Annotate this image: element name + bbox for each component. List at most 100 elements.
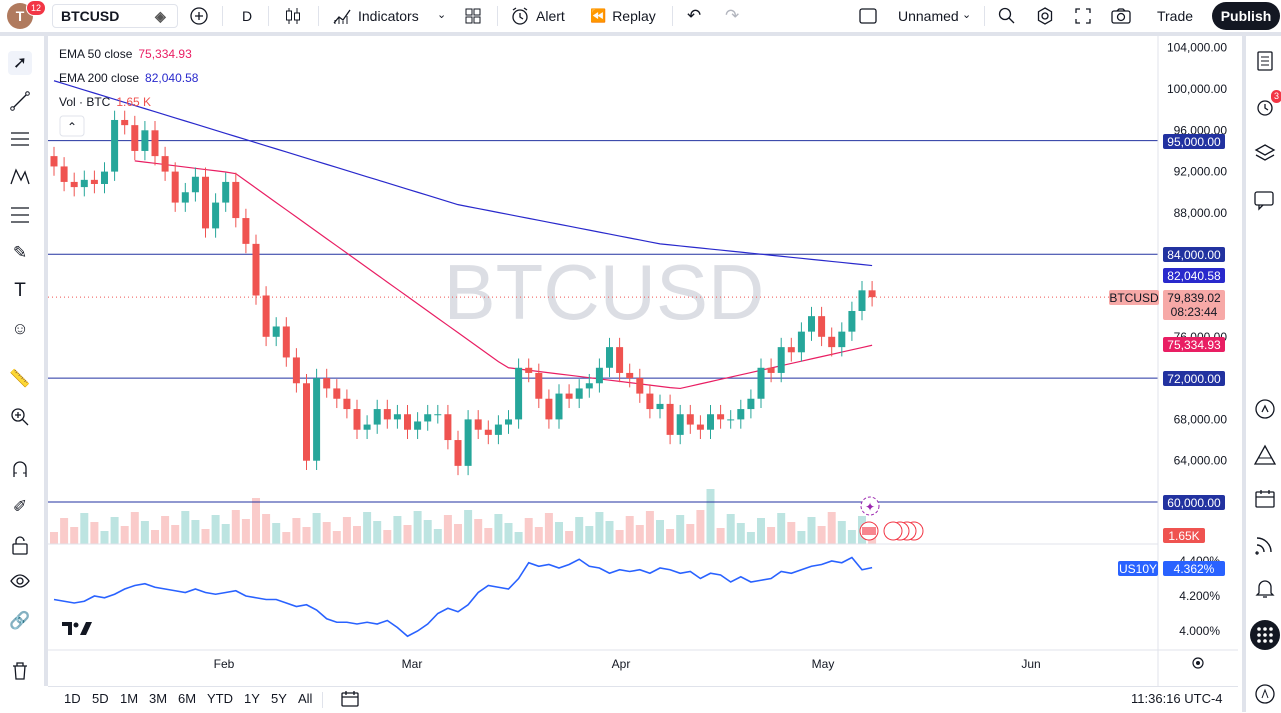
tag-text: BTCUSD — [1109, 290, 1159, 305]
streams-button[interactable] — [1252, 531, 1278, 557]
snapshot-button[interactable] — [1110, 0, 1132, 32]
help-button[interactable] — [1252, 681, 1278, 707]
square-icon — [859, 8, 877, 24]
icon-tool[interactable]: ☺ — [8, 317, 32, 341]
range-5d[interactable]: 5D — [92, 691, 109, 706]
diamond-icon[interactable]: ◈ — [155, 8, 166, 24]
brush-tool[interactable]: ✎ — [8, 241, 32, 265]
tradingview-logo[interactable] — [62, 622, 92, 635]
layouts-button[interactable] — [464, 0, 482, 32]
lock-tool[interactable] — [8, 533, 32, 557]
candle-body — [656, 403, 664, 410]
volume-bar — [272, 523, 281, 544]
sparkle-event-icon[interactable] — [860, 496, 880, 516]
ideas-stream-button[interactable] — [1252, 396, 1278, 422]
calendar-button[interactable] — [1252, 486, 1278, 512]
trend-line-tool[interactable] — [8, 89, 32, 113]
range-1m[interactable]: 1M — [120, 691, 139, 706]
redo-button[interactable]: ↷ — [725, 0, 739, 32]
top-toolbar: T 12 BTCUSD ◈ D Indicators ⌄ Alert ⏪ Rep… — [0, 0, 1281, 36]
legend-ema200[interactable]: EMA 200 close 82,040.58 — [59, 71, 198, 85]
trade-button[interactable]: Trade — [1148, 3, 1202, 29]
notifications-button[interactable] — [1252, 575, 1278, 601]
fib-tool[interactable] — [8, 203, 32, 227]
range-1y[interactable]: 1Y — [244, 691, 260, 706]
fullscreen-button[interactable] — [1073, 0, 1093, 32]
publish-button[interactable]: Publish — [1212, 2, 1280, 30]
go-to-date-button[interactable] — [340, 689, 360, 712]
interval-label: D — [242, 8, 253, 24]
chat-icon — [1254, 191, 1274, 211]
text-tool[interactable]: T — [8, 279, 32, 303]
volume-bar — [241, 519, 250, 544]
bottom-bar: 1D 5D 1M 3M 6M YTD 1Y 5Y All 11:36:16 UT… — [48, 686, 1238, 713]
volume-bars — [50, 489, 877, 544]
ema50-line — [134, 160, 873, 390]
candle-body — [161, 156, 169, 172]
remove-drawings-tool[interactable] — [8, 659, 32, 683]
zoom-tool[interactable] — [8, 405, 32, 429]
volume-bar — [827, 512, 836, 544]
candle-body — [232, 181, 240, 219]
quick-search-button[interactable] — [997, 0, 1017, 32]
price-chart[interactable]: BTCUSD 104,000.00 100,000.00 96,000.00 92,0… — [48, 36, 1238, 686]
economic-event-icon[interactable] — [883, 521, 903, 541]
volume-bar — [625, 516, 634, 544]
chats-button[interactable] — [1252, 187, 1278, 213]
horizontal-lines[interactable] — [48, 140, 1158, 503]
time-axis[interactable]: Feb Mar Apr May Jun — [214, 657, 1041, 671]
collapse-legend-button[interactable]: ⌃ — [59, 115, 85, 137]
candle-body — [373, 409, 381, 425]
candle-body — [848, 310, 856, 332]
cursor-tool[interactable]: ➚ — [8, 51, 32, 75]
link-icon: 🔗 — [9, 611, 31, 630]
symbol-search[interactable]: BTCUSD ◈ — [52, 4, 178, 28]
add-symbol-button[interactable] — [189, 0, 209, 32]
range-all[interactable]: All — [298, 691, 313, 706]
chevron-down-icon[interactable]: ⌄ — [437, 9, 447, 21]
range-1d[interactable]: 1D — [64, 691, 81, 706]
chevron-down-icon[interactable]: ⌄ — [962, 9, 972, 21]
clock[interactable]: 11:36:16 UTC-4 — [1131, 691, 1223, 706]
candle-body — [525, 367, 533, 373]
volume-bar — [353, 526, 361, 544]
alert-button[interactable]: Alert — [510, 0, 565, 32]
range-5y[interactable]: 5Y — [271, 691, 287, 706]
price-axis[interactable]: 104,000.00 100,000.00 96,000.00 92,000.00 88… — [1167, 41, 1227, 638]
range-3m[interactable]: 3M — [149, 691, 168, 706]
alerts-button[interactable] — [1252, 94, 1278, 120]
stay-drawing-tool[interactable]: ✐ — [8, 495, 32, 519]
undo-button[interactable]: ↶ — [687, 0, 701, 32]
range-ytd[interactable]: YTD — [207, 691, 233, 706]
horizontal-lines-tool[interactable] — [8, 127, 32, 151]
smiley-icon: ☺ — [11, 319, 29, 338]
divider — [497, 6, 498, 26]
settings-button[interactable] — [1035, 0, 1055, 32]
indicators-button[interactable]: Indicators — [332, 0, 419, 32]
link-tool[interactable]: 🔗 — [8, 609, 32, 633]
layout-name-button[interactable]: Unnamed — [858, 0, 959, 32]
us10y-tag: US10Y — [1118, 561, 1158, 576]
axis-settings-button[interactable] — [1192, 657, 1204, 669]
chart-type-button[interactable] — [284, 0, 302, 32]
legend-volume[interactable]: Vol · BTC 1.65 K — [59, 95, 151, 109]
screener-button[interactable] — [1252, 442, 1278, 468]
visibility-tool[interactable] — [8, 569, 32, 593]
pattern-tool[interactable] — [8, 165, 32, 189]
replay-button[interactable]: ⏪ Replay — [590, 0, 656, 32]
watchlist-button[interactable] — [1252, 48, 1278, 74]
time-tick: Apr — [612, 657, 631, 671]
apps-button[interactable] — [1250, 620, 1280, 650]
candle-body — [747, 398, 755, 410]
interval-button[interactable]: D — [242, 0, 252, 32]
measure-tool[interactable]: 📏 — [8, 367, 32, 391]
magnet-tool[interactable] — [8, 457, 32, 481]
volume-bar — [292, 518, 301, 544]
volume-bar — [100, 531, 109, 544]
legend-ema50[interactable]: EMA 50 close 75,334.93 — [59, 47, 192, 61]
object-tree-button[interactable] — [1252, 140, 1278, 166]
candle-body — [515, 367, 523, 420]
range-6m[interactable]: 6M — [178, 691, 197, 706]
events[interactable]: ✦ — [859, 496, 924, 541]
candle-body — [222, 181, 230, 203]
